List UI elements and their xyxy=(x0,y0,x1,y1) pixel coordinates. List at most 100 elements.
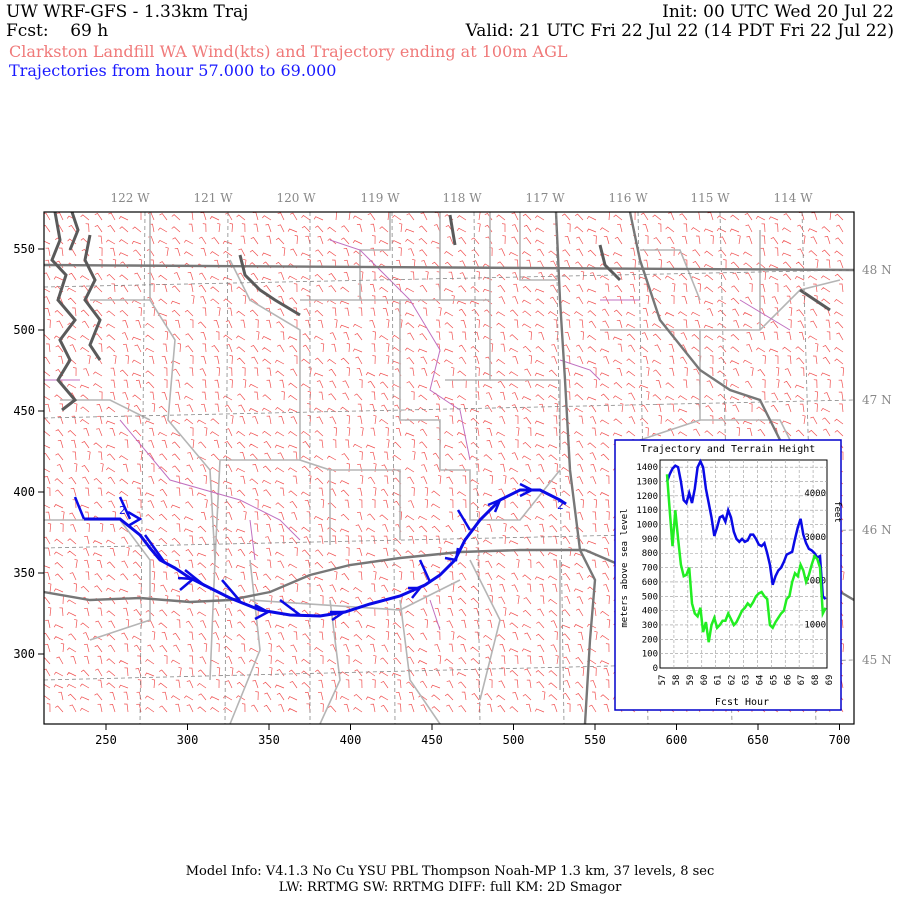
inset-x-tick: 59 xyxy=(686,675,696,686)
inset-y2-tick: 3000 xyxy=(804,533,826,543)
forecast-label: Fcst: 69 h xyxy=(6,21,108,41)
inset-x-tick: 60 xyxy=(700,675,710,686)
map-border xyxy=(43,211,855,725)
trajectory-start-label: 2 xyxy=(119,504,126,517)
rivers xyxy=(44,239,791,631)
x-tick-label: 550 xyxy=(584,733,606,747)
inset-y2-tick: 4000 xyxy=(804,489,826,499)
y-tick-label: 500 xyxy=(13,323,35,337)
inset-x-tick: 58 xyxy=(672,675,682,686)
longitude-label: 119 W xyxy=(360,191,400,205)
inset-ylabel-right: feet xyxy=(832,501,842,523)
footer-physics: LW: RRTMG SW: RRTMG DIFF: full KM: 2D Sm… xyxy=(278,880,622,895)
inset-x-tick: 64 xyxy=(755,675,765,686)
inset-x-ticks: 57 58 59 60 61 62 63 64 65 66 67 68 69 xyxy=(658,675,835,686)
x-tick-label: 300 xyxy=(177,733,199,747)
x-axis-ticks: 250 300 350 400 450 500 550 600 650 700 xyxy=(95,724,850,747)
inset-x-tick: 65 xyxy=(769,675,779,686)
model-title: UW WRF-GFS - 1.33km Traj xyxy=(6,2,249,22)
x-tick-label: 450 xyxy=(421,733,443,747)
inset-y-tick: 200 xyxy=(642,635,658,645)
trajectory-end-label: 2 xyxy=(557,499,564,512)
inset-xlabel: Fcst Hour xyxy=(715,697,769,708)
inset-y-tick: 600 xyxy=(642,578,658,588)
trajectory-height-inset: Trajectory and Terrain Height meters abo… xyxy=(614,439,842,711)
latitude-label: 46 N xyxy=(862,523,892,537)
inset-title: Trajectory and Terrain Height xyxy=(641,444,816,455)
geography xyxy=(44,212,854,724)
longitude-label: 117 W xyxy=(525,191,565,205)
inset-x-tick: 62 xyxy=(728,675,738,686)
inset-y-tick: 1400 xyxy=(636,463,658,473)
inset-y2-tick: 1000 xyxy=(804,620,826,630)
fcst-value: 69 h xyxy=(70,21,109,41)
coastline xyxy=(50,212,831,412)
inset-x-tick: 67 xyxy=(797,675,807,686)
inset-y-tick: 500 xyxy=(642,592,658,602)
x-tick-label: 700 xyxy=(829,733,851,747)
inset-y-tick: 1300 xyxy=(636,478,658,488)
inset-y-tick: 400 xyxy=(642,607,658,617)
wind-barb-field xyxy=(44,212,845,713)
inset-y-tick: 1000 xyxy=(636,521,658,531)
trajectory-range: Trajectories from hour 57.000 to 69.000 xyxy=(9,61,337,80)
x-tick-label: 600 xyxy=(666,733,688,747)
longitude-label: 120 W xyxy=(276,191,316,205)
inset-y2-ticks: 1000 2000 3000 4000 xyxy=(804,489,826,630)
inset-y-tick: 100 xyxy=(642,650,658,660)
footer-model-info: Model Info: V4.1.3 No Cu YSU PBL Thompso… xyxy=(185,864,715,879)
inset-x-tick: 68 xyxy=(811,675,821,686)
inset-x-tick: 61 xyxy=(714,675,724,686)
longitude-label: 116 W xyxy=(608,191,648,205)
init-time: Init: 00 UTC Wed 20 Jul 22 xyxy=(662,2,894,22)
inset-y-tick: 800 xyxy=(642,549,658,559)
inset-x-tick: 66 xyxy=(783,675,793,686)
inset-y-tick: 1100 xyxy=(636,506,658,516)
inset-ylabel-left: meters above sea level xyxy=(620,508,630,627)
wind-barbs xyxy=(44,212,845,713)
inset-y-tick: 300 xyxy=(642,621,658,631)
latitude-label: 45 N xyxy=(862,653,892,667)
trajectory: 2 2 xyxy=(73,482,567,622)
inset-y-tick: 0 xyxy=(653,664,658,674)
trajectory-height-line xyxy=(665,458,827,600)
trajectory-barbs xyxy=(73,496,472,616)
county-lines xyxy=(44,212,841,724)
inset-y-ticks: 0 100 200 300 400 500 600 700 800 900 1000 1100 1200… xyxy=(636,463,658,674)
terrain-height-line xyxy=(665,474,827,643)
inset-y2-tick: 2000 xyxy=(804,577,826,587)
trajectory-arrows xyxy=(127,482,535,622)
longitude-label: 114 W xyxy=(773,191,813,205)
longitude-label: 115 W xyxy=(690,191,730,205)
x-tick-label: 500 xyxy=(503,733,525,747)
map-subtitle: Clarkston Landfill WA Wind(kts) and Traj… xyxy=(9,42,568,61)
x-tick-label: 350 xyxy=(258,733,280,747)
lat-lon-grid xyxy=(44,212,854,724)
inset-y-tick: 900 xyxy=(642,535,658,545)
latitude-label: 47 N xyxy=(862,393,892,407)
x-tick-label: 400 xyxy=(340,733,362,747)
longitude-label: 122 W xyxy=(110,191,150,205)
inset-x-tick: 63 xyxy=(742,675,752,686)
valid-time: Valid: 21 UTC Fri 22 Jul 22 (14 PDT Fri … xyxy=(465,21,894,41)
y-tick-label: 300 xyxy=(13,647,35,661)
inset-x-tick: 69 xyxy=(825,675,835,686)
y-tick-label: 400 xyxy=(13,485,35,499)
x-tick-label: 650 xyxy=(747,733,769,747)
latitude-labels: 48 N 47 N 46 N 45 N xyxy=(862,263,892,667)
longitude-label: 121 W xyxy=(193,191,233,205)
x-tick-label: 250 xyxy=(95,733,117,747)
y-axis-ticks: 550 500 450 400 350 300 xyxy=(13,242,44,661)
y-tick-label: 450 xyxy=(13,404,35,418)
inset-y-tick: 1200 xyxy=(636,492,658,502)
latitude-label: 48 N xyxy=(862,263,892,277)
fcst-label: Fcst: xyxy=(6,21,49,41)
inset-x-tick: 57 xyxy=(658,675,668,686)
state-borders xyxy=(44,212,854,724)
longitude-labels: 122 W 121 W 120 W 119 W 118 W 117 W 116 W 115 W… xyxy=(110,191,813,205)
longitude-label: 118 W xyxy=(442,191,482,205)
inset-series xyxy=(665,458,827,643)
y-tick-label: 350 xyxy=(13,566,35,580)
inset-y-tick: 700 xyxy=(642,564,658,574)
